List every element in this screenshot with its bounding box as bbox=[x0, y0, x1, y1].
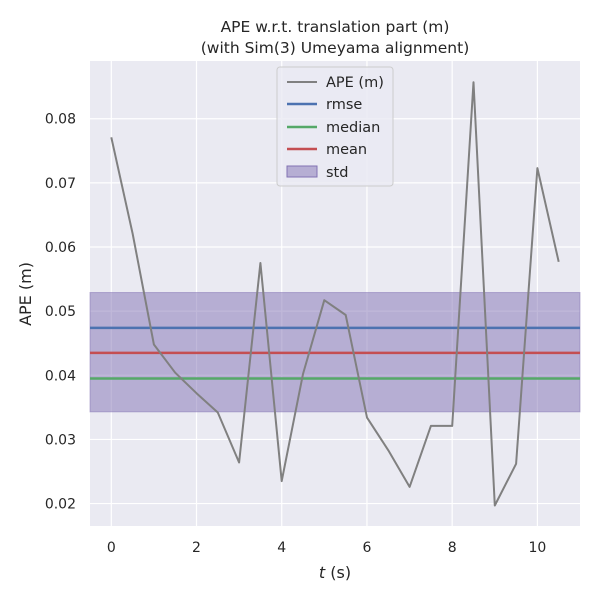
x-axis-label-unit: (s) bbox=[325, 563, 351, 582]
y-tick-label: 0.06 bbox=[45, 240, 76, 256]
x-tick-label: 8 bbox=[448, 540, 457, 556]
series-layer bbox=[110, 81, 560, 507]
legend-label-mean: mean bbox=[326, 142, 367, 158]
ape-series-line bbox=[110, 81, 560, 507]
x-tick-label: 2 bbox=[192, 540, 201, 556]
legend: APE (m) rmse median mean std bbox=[276, 66, 394, 187]
legend-label-std: std bbox=[326, 165, 348, 181]
y-axis-label: APE (m) bbox=[16, 262, 35, 326]
x-tick-label: 4 bbox=[277, 540, 286, 556]
y-tick-label: 0.08 bbox=[45, 112, 76, 128]
y-tick-label: 0.02 bbox=[45, 497, 76, 513]
chart-title: APE w.r.t. translation part (m) bbox=[221, 18, 450, 36]
tick-labels: 0 2 4 6 8 10 0.02 0.03 0.04 0.05 0.06 0.07 0.08 bbox=[45, 112, 546, 556]
legend-label-ape: APE (m) bbox=[326, 75, 384, 91]
stat-lines bbox=[90, 326, 580, 380]
y-tick-label: 0.05 bbox=[45, 304, 76, 320]
x-axis-label-var: t bbox=[319, 563, 326, 582]
legend-label-median: median bbox=[326, 120, 380, 136]
legend-label-rmse: rmse bbox=[326, 97, 362, 113]
x-tick-label: 10 bbox=[528, 540, 546, 556]
chart-subtitle: (with Sim(3) Umeyama alignment) bbox=[201, 39, 470, 57]
x-tick-label: 6 bbox=[362, 540, 371, 556]
y-tick-label: 0.07 bbox=[45, 176, 76, 192]
x-tick-label: 0 bbox=[107, 540, 116, 556]
x-axis-label: t (s) bbox=[319, 563, 351, 582]
y-tick-label: 0.04 bbox=[45, 368, 76, 384]
y-tick-label: 0.03 bbox=[45, 432, 76, 448]
legend-swatch-std bbox=[286, 165, 318, 178]
legend-box bbox=[276, 66, 394, 187]
